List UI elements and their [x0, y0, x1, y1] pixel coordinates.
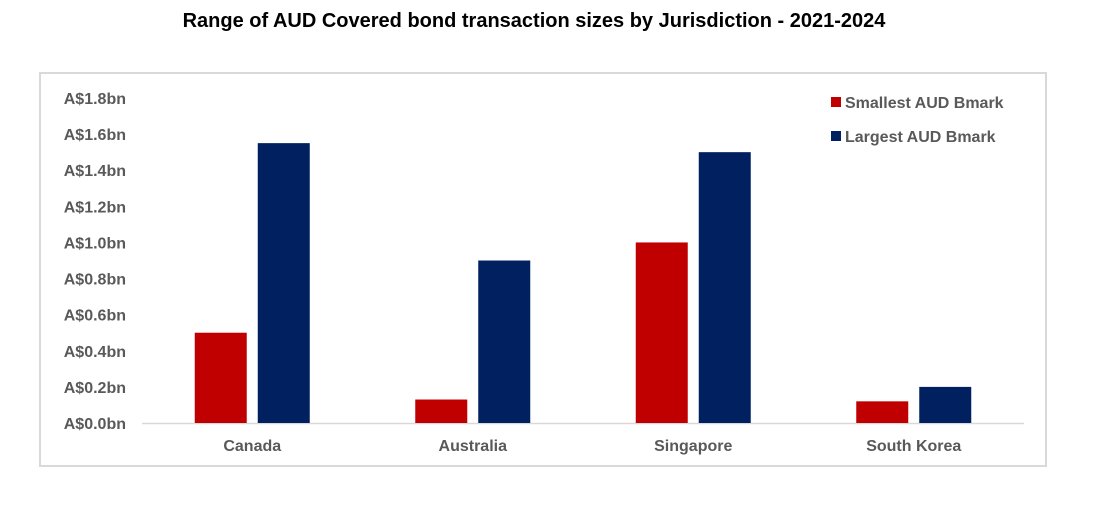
x-category-label: Australia — [439, 438, 508, 455]
y-tick-label: A$1.4bn — [64, 163, 126, 180]
y-tick-label: A$0.0bn — [64, 416, 126, 433]
x-category-label: Singapore — [654, 438, 732, 455]
y-tick-label: A$1.2bn — [64, 199, 126, 216]
legend-swatch — [831, 131, 841, 141]
legend-swatch — [831, 97, 841, 107]
chart-title: Range of AUD Covered bond transaction si… — [182, 10, 886, 32]
x-category-label: Canada — [223, 438, 281, 455]
y-tick-label: A$0.2bn — [64, 380, 126, 397]
y-tick-label: A$1.6bn — [64, 127, 126, 144]
legend-label: Smallest AUD Bmark — [845, 95, 1004, 112]
bar — [194, 332, 247, 423]
bar — [257, 143, 310, 423]
bar — [635, 242, 688, 423]
bar — [415, 399, 468, 423]
bar — [919, 386, 972, 423]
y-tick-label: A$0.8bn — [64, 272, 126, 289]
y-tick-label: A$0.6bn — [64, 308, 126, 325]
legend-label: Largest AUD Bmark — [845, 129, 996, 146]
chart-frame — [39, 72, 1047, 467]
x-category-label: South Korea — [866, 438, 961, 455]
bar — [478, 260, 531, 423]
bar — [698, 152, 751, 423]
bar — [856, 401, 909, 423]
y-tick-label: A$1.8bn — [64, 91, 126, 108]
y-tick-label: A$0.4bn — [64, 344, 126, 361]
y-tick-label: A$1.0bn — [64, 235, 126, 252]
